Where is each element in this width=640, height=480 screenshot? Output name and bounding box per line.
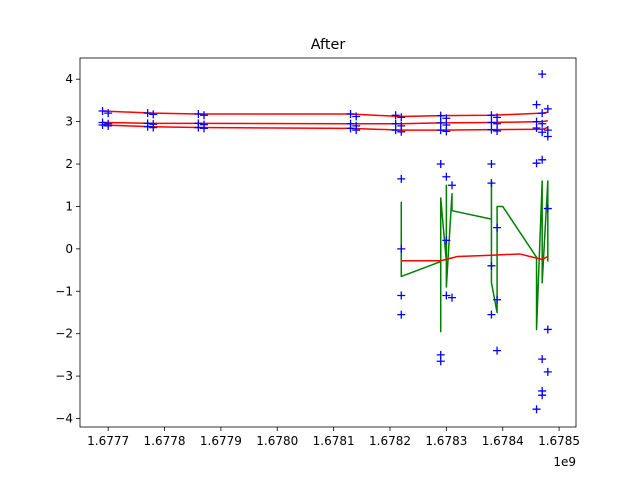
red-line-4 [401, 253, 549, 262]
data-marker [538, 70, 547, 79]
data-marker [397, 291, 406, 300]
x-tick-label: 1.6782 [369, 434, 411, 448]
data-marker [538, 119, 547, 128]
data-marker [543, 204, 552, 213]
data-marker [391, 126, 400, 135]
data-marker [98, 107, 107, 116]
axes-frame [79, 57, 577, 428]
data-marker [538, 155, 547, 164]
data-marker [436, 357, 445, 366]
data-marker [436, 111, 445, 120]
data-marker [448, 293, 456, 302]
x-tick-label: 1.6781 [313, 434, 355, 448]
data-marker [352, 126, 361, 135]
data-marker [538, 128, 547, 137]
data-marker [487, 261, 496, 270]
data-marker [436, 126, 445, 135]
data-marker [442, 127, 451, 136]
x-tick-label: 1.6778 [144, 434, 186, 448]
x-tick-label: 1.6785 [538, 434, 580, 448]
data-marker [352, 112, 361, 121]
x-tick-label: 1.6779 [200, 434, 242, 448]
data-marker [104, 121, 113, 130]
data-marker [487, 118, 496, 127]
data-marker [442, 114, 451, 123]
data-marker [194, 123, 203, 132]
data-marker [538, 391, 547, 400]
green-line [400, 180, 549, 333]
y-tick-label: 4 [65, 72, 73, 86]
data-marker [538, 109, 547, 118]
data-marker [493, 295, 502, 304]
axes-layer: 1.6777 1.6778 1.6779 1.6780 1.6781 1.6782 1.67… [55, 57, 580, 448]
data-marker [538, 355, 547, 364]
data-marker [487, 125, 496, 134]
data-marker [397, 244, 406, 253]
data-marker [346, 124, 355, 133]
y-tick-label: −1 [55, 284, 73, 298]
data-marker [493, 223, 502, 232]
data-marker [397, 174, 406, 183]
x-tick-label: 1.6777 [87, 434, 129, 448]
data-marker [436, 118, 445, 127]
data-marker [200, 111, 208, 120]
data-marker [532, 159, 541, 168]
data-marker [104, 109, 113, 118]
data-marker [493, 126, 502, 135]
y-tick-label: 2 [65, 157, 73, 171]
data-marker [143, 122, 152, 131]
data-marker [543, 132, 552, 141]
data-marker [346, 109, 355, 118]
data-marker [442, 172, 451, 181]
x-offset-label: 1e9 [553, 455, 576, 469]
data-marker [98, 121, 107, 130]
y-tick-label: 0 [65, 242, 73, 256]
y-tick-label: −2 [55, 327, 73, 341]
x-tick-label: 1.6780 [256, 434, 298, 448]
data-marker [487, 310, 496, 319]
data-marker [487, 160, 496, 169]
data-marker [391, 111, 400, 120]
axes-background [80, 58, 576, 427]
data-marker [143, 109, 152, 118]
data-marker [487, 179, 496, 188]
data-marker [149, 123, 158, 132]
data-marker [200, 124, 208, 133]
data-marker [493, 119, 502, 128]
data-marker [397, 310, 406, 319]
data-marker [397, 113, 406, 122]
data-marker [493, 346, 502, 355]
data-marker [436, 160, 445, 169]
y-tick-label: −4 [55, 412, 73, 426]
x-tick-label: 1.6784 [482, 434, 524, 448]
data-marker [543, 367, 552, 376]
data-marker [543, 325, 552, 334]
data-marker [442, 291, 451, 300]
x-tick-label: 1.6783 [425, 434, 467, 448]
data-marker [543, 104, 552, 113]
y-tick-label: −3 [55, 369, 73, 383]
data-marker [149, 110, 158, 119]
y-tick-label: 1 [65, 199, 73, 213]
y-tick-label: 3 [65, 115, 73, 129]
data-marker [532, 100, 541, 109]
data-marker [532, 123, 541, 132]
data-marker [442, 236, 451, 245]
data-marker [194, 109, 203, 118]
data-marker [532, 405, 541, 414]
data-marker [448, 181, 456, 190]
plot-layer [98, 70, 552, 414]
data-marker [397, 127, 406, 136]
data-marker [487, 111, 496, 120]
chart-title: After [311, 37, 346, 53]
